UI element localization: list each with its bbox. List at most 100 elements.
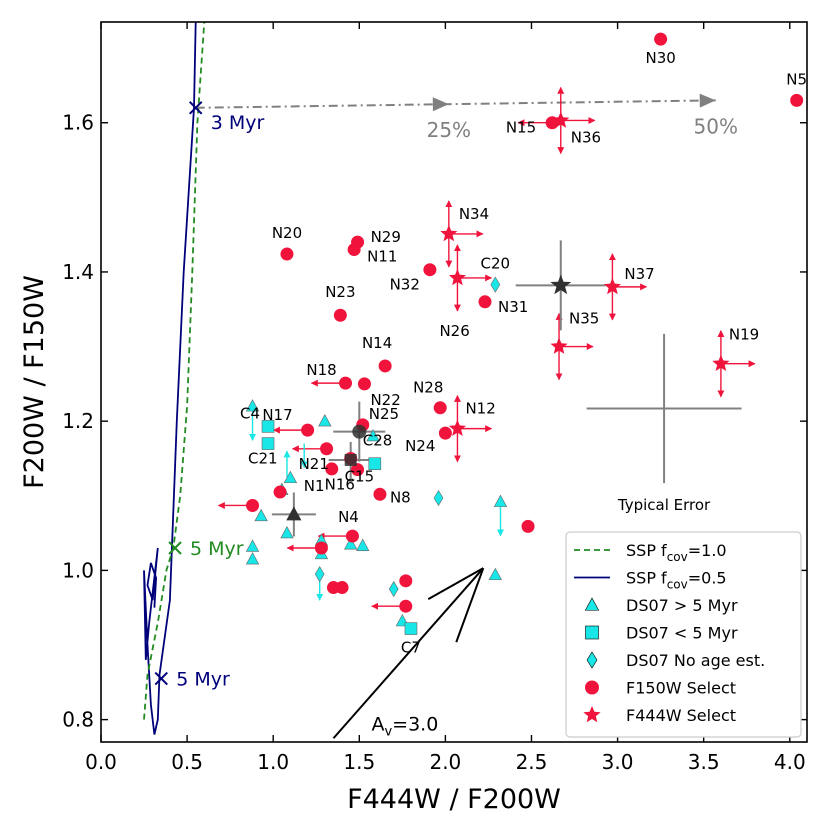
point-label: C4: [240, 404, 260, 422]
point-label: N32: [390, 276, 420, 294]
f150w-point: [438, 426, 452, 440]
ds07-old-point: [280, 525, 294, 539]
legend-label: F444W Select: [626, 706, 736, 725]
f150w-point: [521, 519, 535, 533]
ds07-old-point: [493, 494, 508, 507]
ds07-old-point: [245, 399, 260, 412]
x-tick-label: 3.0: [602, 750, 634, 774]
x-tick-label: 4.0: [774, 750, 806, 774]
legend-handle-old: [584, 597, 600, 611]
f150w-point: [246, 498, 260, 512]
f150w-point: [280, 247, 294, 261]
point-label: N17: [262, 406, 292, 424]
point-label: N26: [439, 322, 469, 340]
av-vector-line: [332, 567, 485, 739]
point-label: N36: [571, 128, 601, 146]
y-tick-label: 0.8: [62, 708, 94, 732]
f150w-point: [273, 485, 287, 499]
ds07-old-point: [245, 552, 260, 565]
legend-label-sub: cov: [667, 550, 688, 564]
f150w-point: [433, 401, 447, 415]
ds07-old-point: [366, 428, 380, 442]
point-label: N23: [325, 283, 355, 301]
covering-arrowhead: [432, 97, 449, 112]
legend-box: [565, 531, 802, 738]
av-label-rest: =3.0: [392, 713, 438, 735]
ds07-young-point: [261, 420, 275, 433]
av-label-main: A: [371, 713, 384, 735]
f150w-point: [399, 574, 413, 588]
point-label: N16: [325, 475, 355, 493]
ds07-young-point: [404, 622, 418, 635]
dark-marker-square: [344, 453, 357, 466]
x-tick-label: 1.0: [257, 750, 289, 774]
point-label: N12: [465, 400, 495, 418]
dark-marker-circle: [352, 424, 367, 439]
x-axis-label: F444W / F200W: [347, 784, 561, 815]
f150w-point: [314, 541, 328, 555]
age-marker-x: [154, 671, 168, 686]
legend-handle-noage: [586, 651, 598, 669]
ds07-old-point: [488, 567, 503, 581]
f444w-point: [550, 337, 568, 354]
covering-label: 50%: [694, 114, 738, 138]
y-axis-label: F200W / F150W: [19, 275, 50, 489]
f150w-point: [345, 529, 359, 543]
f150w-point: [654, 32, 668, 46]
f150w-point: [347, 243, 361, 257]
ds07-young-point: [368, 457, 382, 470]
ssp-fcov-1-line: [143, 21, 206, 720]
f444w-point: [712, 354, 730, 371]
f150w-point: [333, 308, 347, 322]
legend-label: DS07 < 5 Myr: [626, 624, 738, 643]
legend-label: DS07 > 5 Myr: [626, 596, 738, 615]
ds07-young-point: [261, 437, 275, 450]
age-marker-label: 5 Myr: [190, 538, 244, 560]
point-label: N18: [306, 361, 336, 379]
f444w-point: [448, 419, 466, 436]
point-label: N15: [506, 119, 536, 137]
y-tick-label: 1.0: [62, 558, 94, 582]
y-tick-label: 1.4: [62, 260, 94, 284]
point-label: C7: [401, 639, 421, 657]
f150w-point: [325, 462, 339, 476]
covering-arrow-line: [195, 99, 716, 109]
f150w-point: [399, 599, 413, 613]
point-label: N25: [369, 405, 399, 423]
point-label: N11: [367, 248, 397, 266]
point-label: N31: [498, 298, 528, 316]
legend-label: F150W Select: [626, 679, 736, 698]
legend-handle-young: [585, 625, 599, 640]
point-label: N19: [729, 326, 759, 344]
point-label: N28: [413, 379, 443, 397]
x-tick-label: 0.0: [85, 750, 117, 774]
av-label-sub: v: [384, 724, 392, 739]
point-label: N4: [338, 508, 359, 526]
ds07-noage-point: [314, 566, 325, 583]
legend-label-rest: =1.0: [688, 541, 727, 560]
f444w-point: [603, 277, 621, 295]
ds07-noage-point: [388, 580, 399, 598]
f150w-point: [790, 93, 804, 107]
legend-label-rest: =0.5: [688, 569, 727, 588]
point-label: N1: [304, 477, 325, 495]
x-tick-label: 3.5: [688, 750, 720, 774]
point-label: C20: [481, 255, 511, 273]
plot-frame: [100, 21, 808, 743]
y-tick-label: 1.2: [62, 409, 94, 433]
f150w-point: [478, 295, 492, 309]
legend-label-main: SSP f: [626, 569, 667, 588]
legend-label-main: SSP f: [626, 541, 667, 560]
age-marker-label: 3 Myr: [211, 112, 265, 134]
point-label: N22: [370, 391, 400, 409]
ds07-noage-point: [490, 276, 501, 293]
point-label: C15: [345, 468, 375, 486]
legend-label: SSP fcov=0.5: [626, 569, 727, 592]
dark-marker-star: [550, 274, 572, 295]
av-vector-head: [427, 567, 484, 601]
legend-handle-f150: [585, 680, 599, 695]
ds07-old-point: [283, 470, 298, 484]
point-label: N14: [362, 334, 392, 352]
f150w-point: [423, 263, 437, 277]
